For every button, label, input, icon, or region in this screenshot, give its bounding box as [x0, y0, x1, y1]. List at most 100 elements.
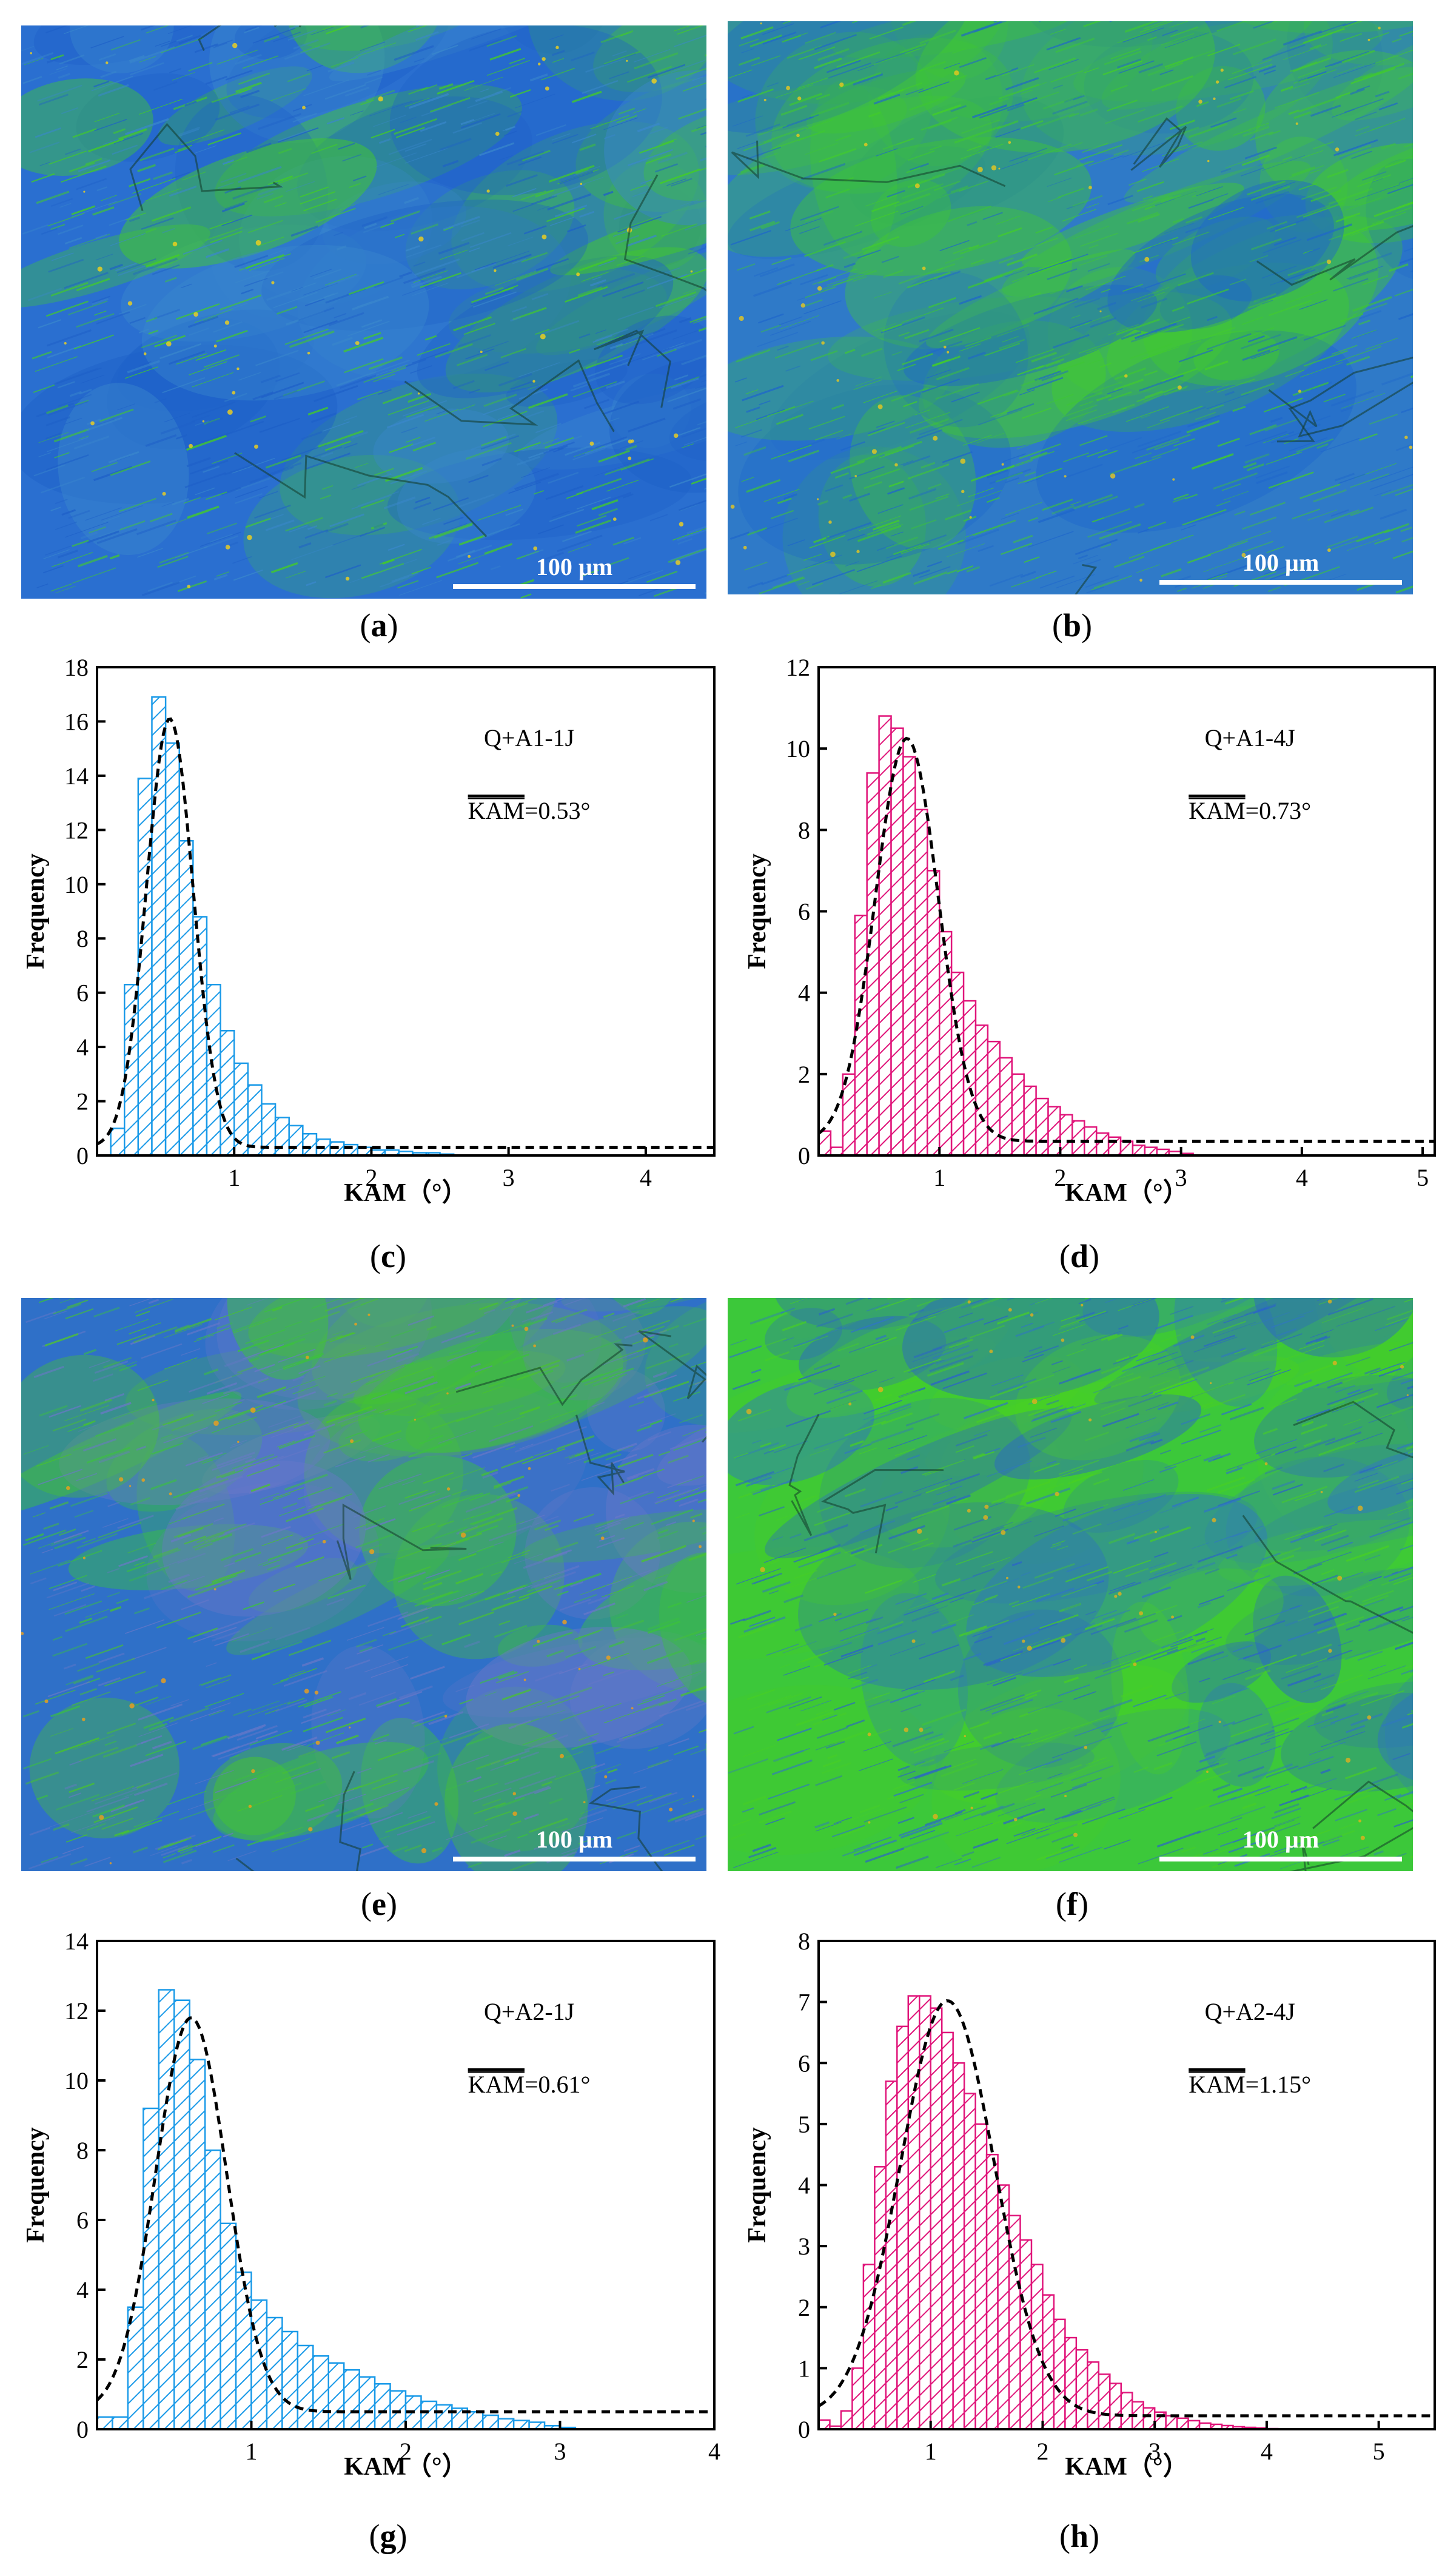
histogram-bar: [1142, 2407, 1156, 2430]
mean-kam-value: =1.15°: [1246, 2071, 1312, 2098]
mean-kam-symbol: KAM: [1189, 797, 1245, 824]
histogram-bar: [281, 2330, 299, 2430]
x-tick-label: 1: [246, 2438, 258, 2465]
sample-label: Q+A1-4J: [1205, 724, 1295, 752]
histogram-bar: [123, 984, 139, 1157]
mean-kam-annotation: KAM=0.73°: [1189, 797, 1311, 824]
y-tick-label: 8: [798, 1929, 810, 1955]
y-axis-label: Frequency: [743, 853, 771, 969]
x-tick-label: 3: [554, 2438, 566, 2465]
histogram-bar: [235, 2272, 252, 2430]
histogram-bar: [151, 696, 167, 1157]
histogram-bar: [878, 715, 892, 1157]
histogram-bar: [896, 2025, 910, 2430]
kam-map-f: 100 µm: [728, 1298, 1413, 1871]
histogram-bar: [830, 1146, 844, 1157]
plot-frame: [96, 666, 716, 1157]
histogram-bar: [143, 2107, 160, 2430]
y-tick-label: 10: [64, 871, 89, 898]
mean-kam-value: =0.61°: [525, 2071, 591, 2098]
gaussian-fit-curve: [817, 736, 1435, 1143]
x-tick-label: 3: [1149, 2438, 1161, 2465]
x-tick-label: 5: [1417, 1164, 1429, 1191]
y-tick-label: 2: [76, 1088, 89, 1115]
histogram-bar: [907, 1995, 921, 2430]
y-tick-label: 0: [798, 1142, 810, 1169]
histogram-bar: [1132, 1144, 1146, 1157]
caption-d: (d): [1059, 1238, 1099, 1274]
sample-label: Q+A1-1J: [484, 724, 574, 752]
y-tick-label: 16: [64, 708, 89, 735]
histogram-bar: [1176, 2417, 1189, 2430]
y-tick-label: 2: [798, 1061, 810, 1088]
mean-kam-symbol: KAM: [468, 797, 525, 824]
histogram-bar: [220, 2222, 237, 2430]
histogram-bar: [110, 1128, 126, 1157]
scale-bar-label: 100 µm: [1242, 1826, 1320, 1853]
mean-kam-value: =0.73°: [1246, 797, 1312, 824]
y-axis-label: Frequency: [743, 2127, 771, 2243]
histogram-bar: [204, 2149, 221, 2430]
histogram-bar: [930, 2007, 943, 2430]
histogram-bar: [902, 756, 916, 1157]
sample-label: Q+A2-1J: [484, 1998, 574, 2025]
caption-b: (b): [1051, 607, 1092, 644]
histogram-bar: [1075, 2349, 1088, 2430]
x-tick-label: 3: [503, 1164, 515, 1191]
x-axis-label: KAM（°）: [1065, 2452, 1188, 2481]
histogram-bar: [1035, 1097, 1049, 1157]
kam-map-a: 100 µm: [21, 25, 706, 599]
x-tick-label: 4: [708, 2438, 720, 2465]
y-tick-label: 6: [798, 898, 810, 926]
histogram-bar: [1023, 1085, 1037, 1157]
histogram-bar: [327, 2362, 345, 2430]
histogram-bar: [914, 809, 928, 1157]
y-tick-label: 4: [76, 1034, 89, 1061]
histogram-bar: [987, 1040, 1001, 1157]
y-tick-label: 12: [786, 655, 810, 681]
histogram-bar: [941, 2031, 954, 2430]
sample-label: Q+A2-4J: [1205, 1998, 1295, 2025]
y-tick-label: 5: [798, 2111, 810, 2138]
kam-histogram-c: 1 2 3 4024681012141618KAM（°）FrequencyQ+A1-1…: [22, 655, 716, 1207]
x-tick-label: 1: [228, 1164, 240, 1191]
x-tick-label: 2: [365, 1164, 377, 1191]
caption-g: (g): [369, 2518, 407, 2554]
histogram-bar: [1187, 2420, 1201, 2430]
y-tick-label: 6: [76, 980, 89, 1007]
y-tick-label: 6: [798, 2050, 810, 2077]
histogram-bar: [1019, 2239, 1033, 2430]
histogram-bar: [963, 2093, 976, 2430]
kam-histogram-h: 1 2 3 4 5 0 1 2 3 4 5 6 7 8 KAM（°） Frequency Q+A2-4J KAM=…: [743, 1929, 1436, 2481]
gaussian-fit-curve: [817, 1999, 1435, 2418]
histogram-bar: [854, 914, 868, 1157]
mean-kam-annotation: KAM=0.61°: [468, 2071, 591, 2098]
x-tick-label: 2: [1036, 2438, 1048, 2465]
histogram-bar: [112, 2416, 129, 2430]
histogram-bar: [1047, 1106, 1061, 1157]
y-tick-label: 4: [798, 2172, 810, 2199]
scale-bar-label: 100 µm: [535, 1826, 613, 1853]
y-tick-label: 2: [798, 2294, 810, 2321]
scale-bar-label: 100 µm: [1242, 549, 1320, 576]
histogram-bar: [851, 2367, 865, 2430]
histogram-bar: [938, 930, 953, 1157]
histogram-bar: [158, 1989, 175, 2430]
y-tick-label: 4: [798, 980, 810, 1007]
histogram-bar: [343, 2369, 360, 2430]
mean-kam-value: =0.53°: [525, 797, 591, 824]
histogram-bar: [374, 2383, 391, 2430]
x-tick-label: 4: [1261, 2438, 1273, 2465]
histogram-bar: [189, 2059, 206, 2430]
histogram-bar: [127, 2306, 144, 2430]
histogram-bar: [985, 2153, 999, 2430]
caption-f: (f): [1056, 1886, 1088, 1922]
kam-map-texture: [728, 1298, 1413, 1871]
histogram-bar: [1030, 2264, 1044, 2430]
y-tick-label: 18: [64, 655, 89, 681]
scale-bar: 100 µm: [1159, 1826, 1402, 1861]
histogram-bar: [862, 2264, 876, 2430]
caption-h: (h): [1059, 2518, 1099, 2554]
histogram-bar: [96, 2416, 113, 2430]
histogram-bar: [1042, 2294, 1055, 2430]
